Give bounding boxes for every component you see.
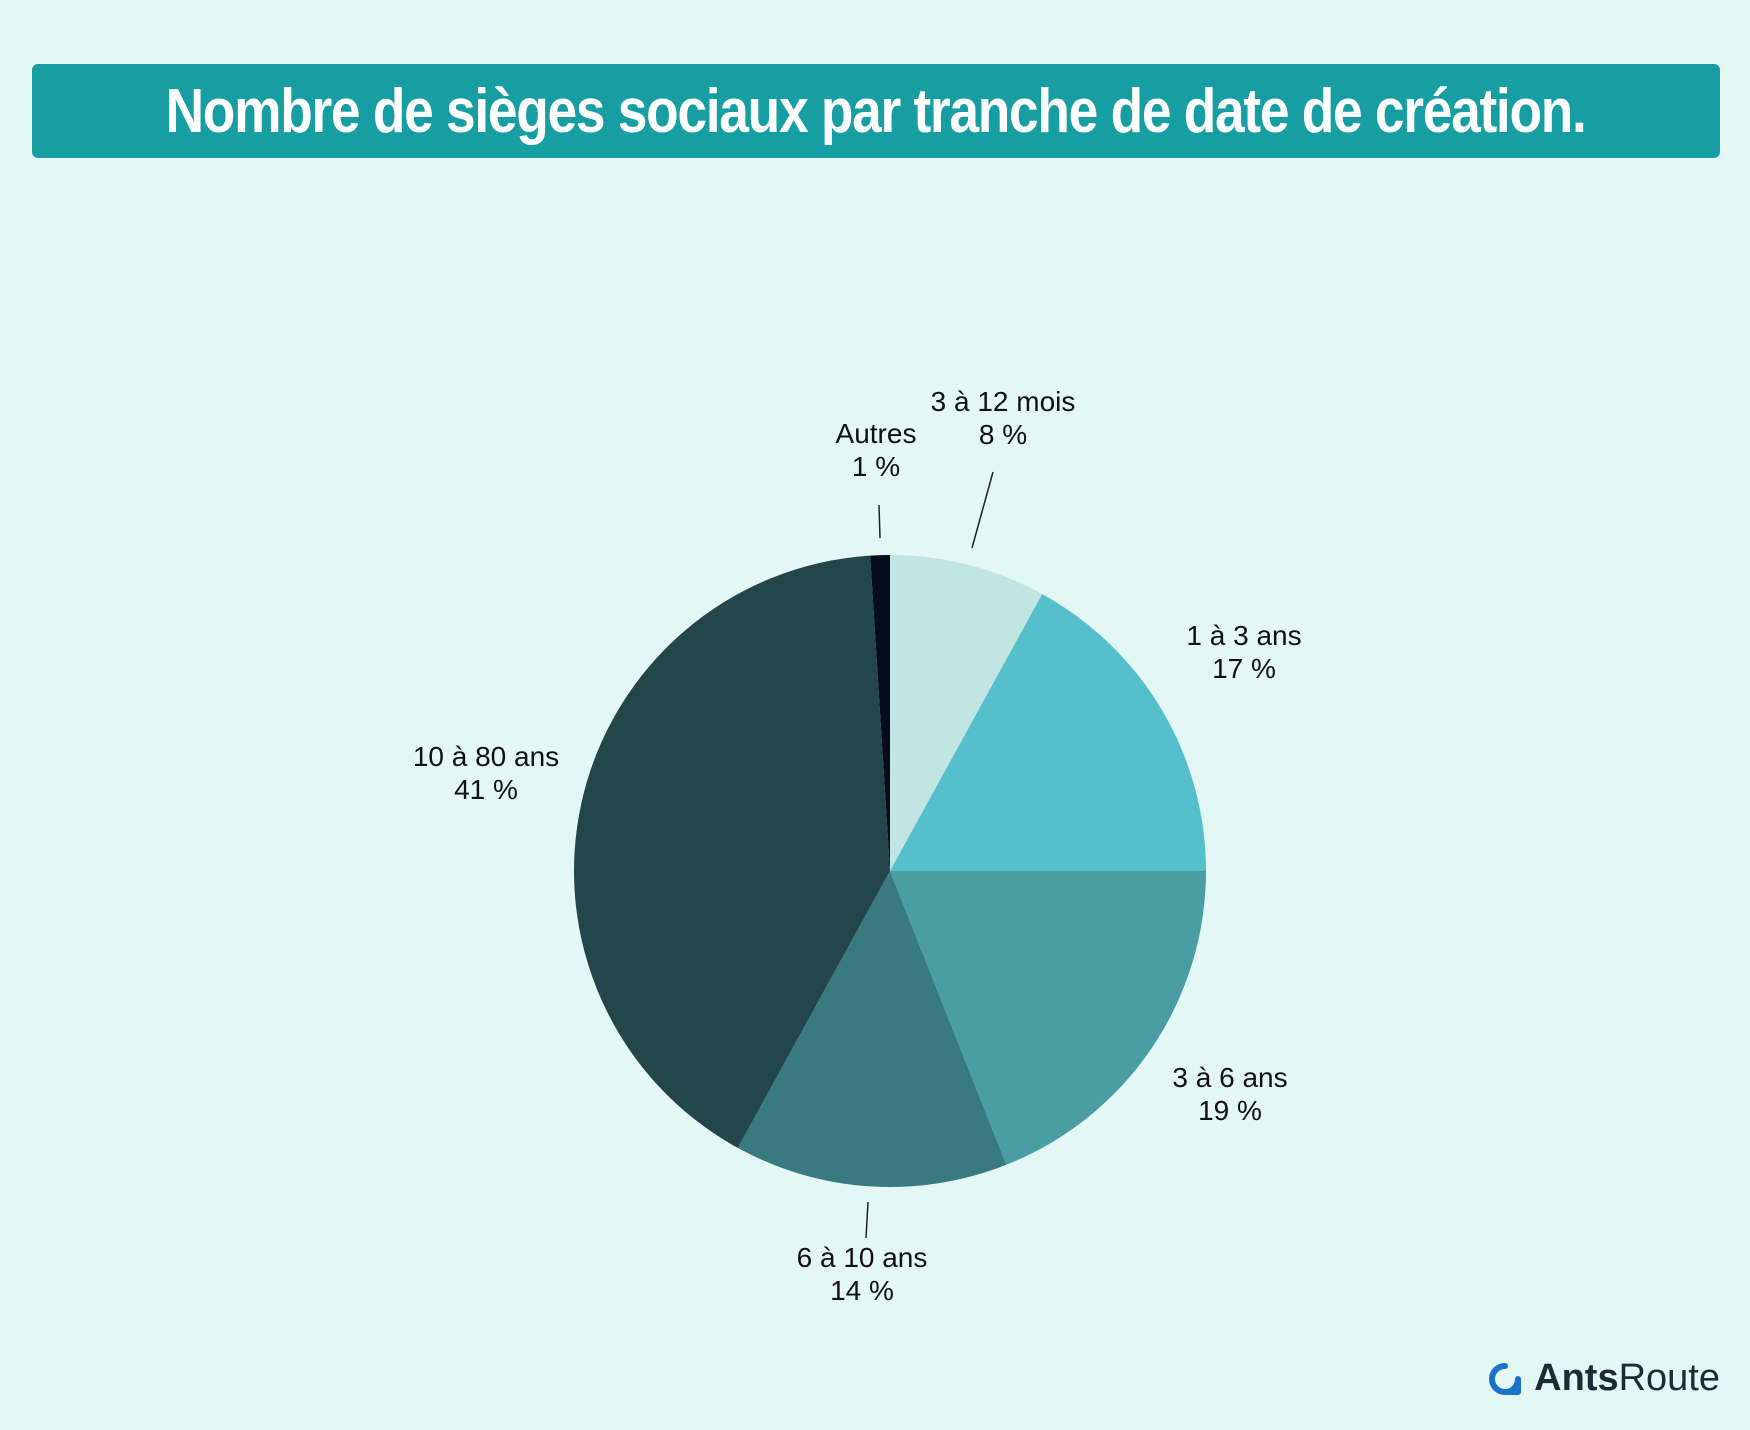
- slice-value-label-6: 1 %: [852, 451, 900, 482]
- leader-line-4: [865, 1201, 869, 1239]
- antsroute-logo: AntsRoute: [1488, 1357, 1720, 1400]
- pie-slice-4: [737, 871, 1007, 1187]
- pie-slice-5: [573, 555, 890, 1148]
- slice-label-3: 3 à 6 ans: [1172, 1062, 1287, 1093]
- pie-slice-1: [890, 555, 1043, 871]
- slice-value-label-2: 17 %: [1212, 653, 1276, 684]
- slice-value-label-4: 14 %: [830, 1275, 894, 1306]
- logo-text-regular: Route: [1618, 1357, 1720, 1399]
- leader-line-6: [878, 504, 881, 539]
- chart-title: Nombre de sièges sociaux par tranche de …: [166, 76, 1587, 146]
- slice-label-4: 6 à 10 ans: [797, 1242, 928, 1273]
- slice-value-label-1: 8 %: [979, 419, 1027, 450]
- logo-text-bold: Ants: [1534, 1357, 1619, 1399]
- antsroute-logo-icon: [1489, 1362, 1522, 1395]
- slice-value-label-3: 19 %: [1198, 1095, 1262, 1126]
- leader-line-1: [971, 471, 994, 549]
- slice-value-label-5: 41 %: [454, 774, 518, 805]
- pie-slice-6: [870, 555, 890, 871]
- pie-slices: [573, 555, 1206, 1187]
- pie-slice-3: [890, 871, 1206, 1165]
- title-banner: Nombre de sièges sociaux par tranche de …: [32, 64, 1720, 158]
- slice-label-5: 10 à 80 ans: [413, 741, 559, 772]
- slice-label-6: Autres: [836, 418, 917, 449]
- pie-slice-2: [890, 594, 1206, 871]
- slice-label-1: 3 à 12 mois: [931, 386, 1076, 417]
- leader-lines: [865, 471, 994, 1239]
- logo-text: AntsRoute: [1534, 1357, 1720, 1400]
- slice-label-2: 1 à 3 ans: [1186, 620, 1301, 651]
